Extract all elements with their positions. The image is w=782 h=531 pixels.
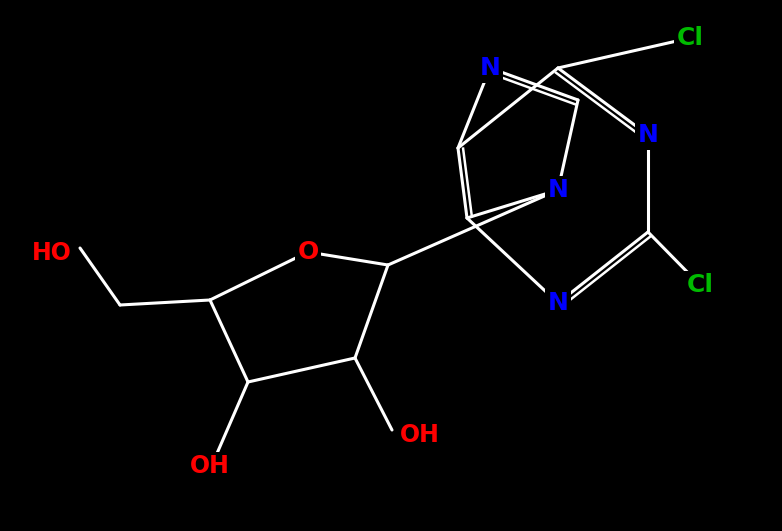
- Text: Cl: Cl: [687, 273, 713, 297]
- Text: O: O: [297, 240, 318, 264]
- Text: OH: OH: [400, 423, 439, 447]
- Text: N: N: [547, 178, 569, 202]
- Text: Cl: Cl: [676, 26, 704, 50]
- Text: N: N: [547, 291, 569, 315]
- Text: N: N: [637, 123, 658, 147]
- Text: N: N: [479, 56, 500, 80]
- Text: HO: HO: [32, 241, 72, 265]
- Text: OH: OH: [190, 454, 230, 478]
